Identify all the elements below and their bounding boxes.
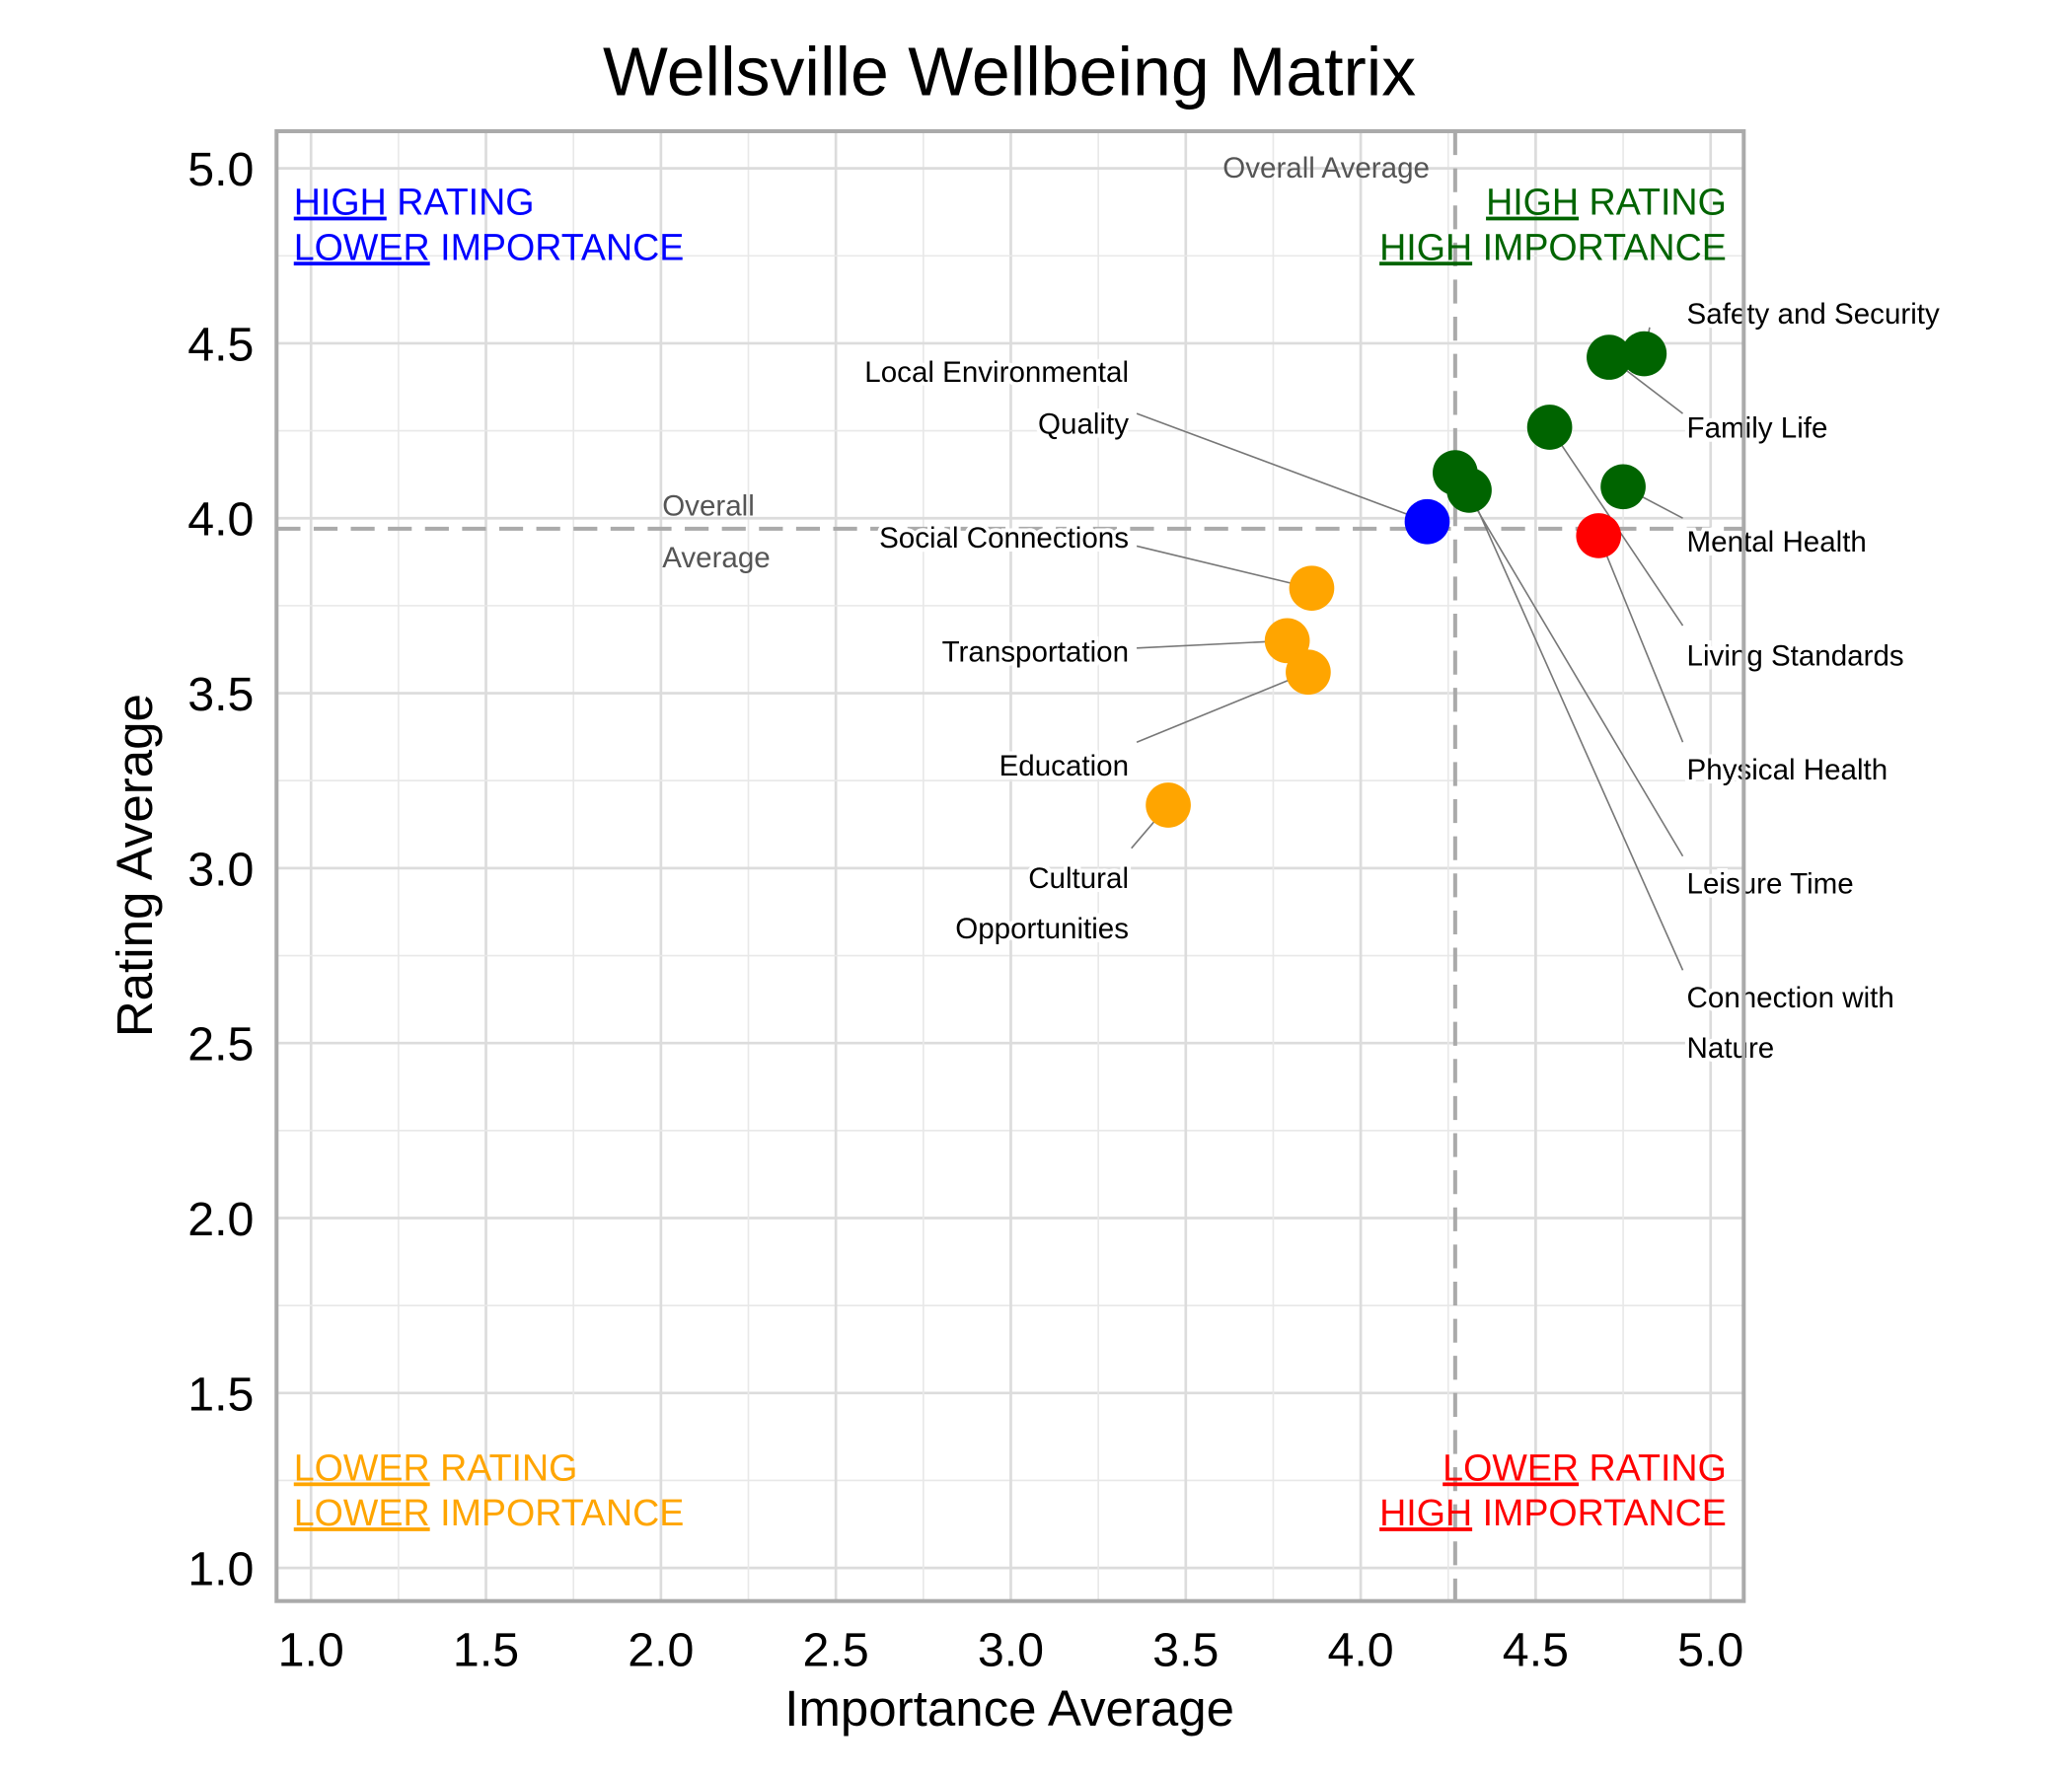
quadrant-label-emphasis: HIGH: [1379, 1492, 1472, 1533]
data-point: [1146, 782, 1191, 828]
data-point: [1576, 513, 1622, 558]
leader-line: [1136, 671, 1309, 743]
y-tick-label: 2.0: [187, 1193, 254, 1246]
y-axis-label: Rating Average: [107, 694, 163, 1037]
y-tick-label: 4.5: [187, 318, 254, 371]
quadrant-label-text: RATING: [430, 1446, 578, 1488]
y-tick-label: 1.5: [187, 1368, 254, 1421]
tick-labels: 1.0 1.5 2.0 2.5 3.0 3.5 4.0 4.5 5.0 1.0 1.5 2.0 2.5 3…: [187, 143, 1743, 1676]
x-axis-label: Importance Average: [784, 1680, 1234, 1737]
data-point: [1446, 468, 1492, 513]
quadrant-label-text: RATING: [1579, 182, 1727, 223]
x-tick-label: 3.5: [1152, 1624, 1219, 1677]
leader-lines: [1131, 327, 1684, 971]
point-label: Transportation: [942, 635, 1129, 668]
point-label: Quality: [1038, 407, 1129, 440]
quadrant-label-emphasis: LOWER: [294, 226, 430, 267]
data-point: [1404, 498, 1450, 545]
y-tick-label: 2.5: [187, 1018, 254, 1072]
point-label: Family Life: [1687, 411, 1828, 444]
point-label: Connection with: [1687, 982, 1894, 1014]
leader-line: [1137, 639, 1288, 649]
point-label: Mental Health: [1687, 526, 1867, 558]
quadrant-label-bottom-left: LOWER RATING: [294, 1446, 578, 1488]
point-label: Leisure Time: [1687, 867, 1854, 900]
leader-line: [1597, 535, 1684, 743]
reference-lines: Overall Average Overall Average: [276, 130, 1744, 1601]
data-point: [1286, 649, 1331, 696]
overall-average-y-label: Overall: [662, 490, 755, 523]
y-tick-label: 5.0: [187, 143, 254, 196]
point-labels: Safety and Security Family Life Mental Hea…: [860, 294, 1944, 1069]
quadrant-label-top-right: HIGH RATING: [1486, 182, 1727, 223]
point-label: Safety and Security: [1687, 298, 1940, 331]
quadrant-label-text: RATING: [1579, 1446, 1727, 1488]
quadrant-label-emphasis: LOWER: [294, 1492, 430, 1533]
y-tick-label: 3.0: [187, 843, 254, 896]
x-tick-label: 1.0: [278, 1624, 344, 1677]
quadrant-label-text: IMPORTANCE: [1472, 226, 1727, 267]
quadrant-label-bottom-right: HIGH IMPORTANCE: [1379, 1492, 1727, 1533]
data-point: [1621, 331, 1667, 377]
x-tick-label: 2.5: [803, 1624, 869, 1677]
plot-frame: [274, 128, 1746, 1603]
point-label: Education: [999, 750, 1129, 782]
quadrant-label-text: IMPORTANCE: [430, 226, 685, 267]
quadrant-label-bottom-right: LOWER RATING: [1443, 1446, 1727, 1488]
y-tick-label: 4.0: [187, 493, 254, 547]
points: [1146, 331, 1667, 828]
quadrant-label-top-left: HIGH RATING: [294, 182, 535, 223]
point-label: Opportunities: [955, 913, 1129, 945]
quadrant-label-top-left: LOWER IMPORTANCE: [294, 226, 685, 267]
leader-line: [1136, 412, 1428, 523]
x-tick-label: 3.0: [978, 1624, 1044, 1677]
x-tick-label: 2.0: [628, 1624, 694, 1677]
point-label: Local Environmental: [864, 356, 1129, 389]
y-tick-label: 3.5: [187, 668, 254, 721]
quadrant-label-emphasis: HIGH: [1486, 182, 1579, 223]
overall-average-x-label: Overall Average: [1222, 152, 1430, 185]
point-label: Social Connections: [879, 522, 1129, 555]
overall-average-y-label: Average: [662, 542, 771, 574]
quadrant-label-emphasis: HIGH: [294, 182, 387, 223]
data-point: [1289, 565, 1335, 611]
quadrant-label-bottom-left: LOWER IMPORTANCE: [294, 1492, 685, 1533]
y-tick-label: 1.0: [187, 1543, 254, 1596]
x-tick-label: 5.0: [1677, 1624, 1743, 1677]
data-point: [1587, 334, 1632, 380]
point-label: Nature: [1687, 1032, 1775, 1065]
x-tick-label: 4.0: [1327, 1624, 1393, 1677]
chart-title: Wellsville Wellbeing Matrix: [603, 34, 1416, 111]
point-label: Physical Health: [1687, 754, 1888, 786]
quadrant-label-emphasis: LOWER: [1443, 1446, 1579, 1488]
point-label: Cultural: [1028, 862, 1129, 895]
leader-line: [1468, 489, 1684, 971]
quadrant-label-emphasis: LOWER: [294, 1446, 430, 1488]
point-label: Living Standards: [1687, 639, 1904, 672]
grid: [276, 130, 1744, 1601]
quadrant-label-text: RATING: [387, 182, 535, 223]
x-tick-label: 1.5: [453, 1624, 519, 1677]
leader-line: [1454, 472, 1684, 857]
x-tick-label: 4.5: [1503, 1624, 1569, 1677]
data-point: [1526, 405, 1573, 450]
quadrant-label-text: IMPORTANCE: [430, 1492, 685, 1533]
leader-line: [1136, 545, 1312, 589]
data-point: [1600, 464, 1646, 510]
quadrant-label-top-right: HIGH IMPORTANCE: [1379, 226, 1727, 267]
quadrant-label-text: IMPORTANCE: [1472, 1492, 1727, 1533]
quadrant-label-emphasis: HIGH: [1379, 226, 1472, 267]
